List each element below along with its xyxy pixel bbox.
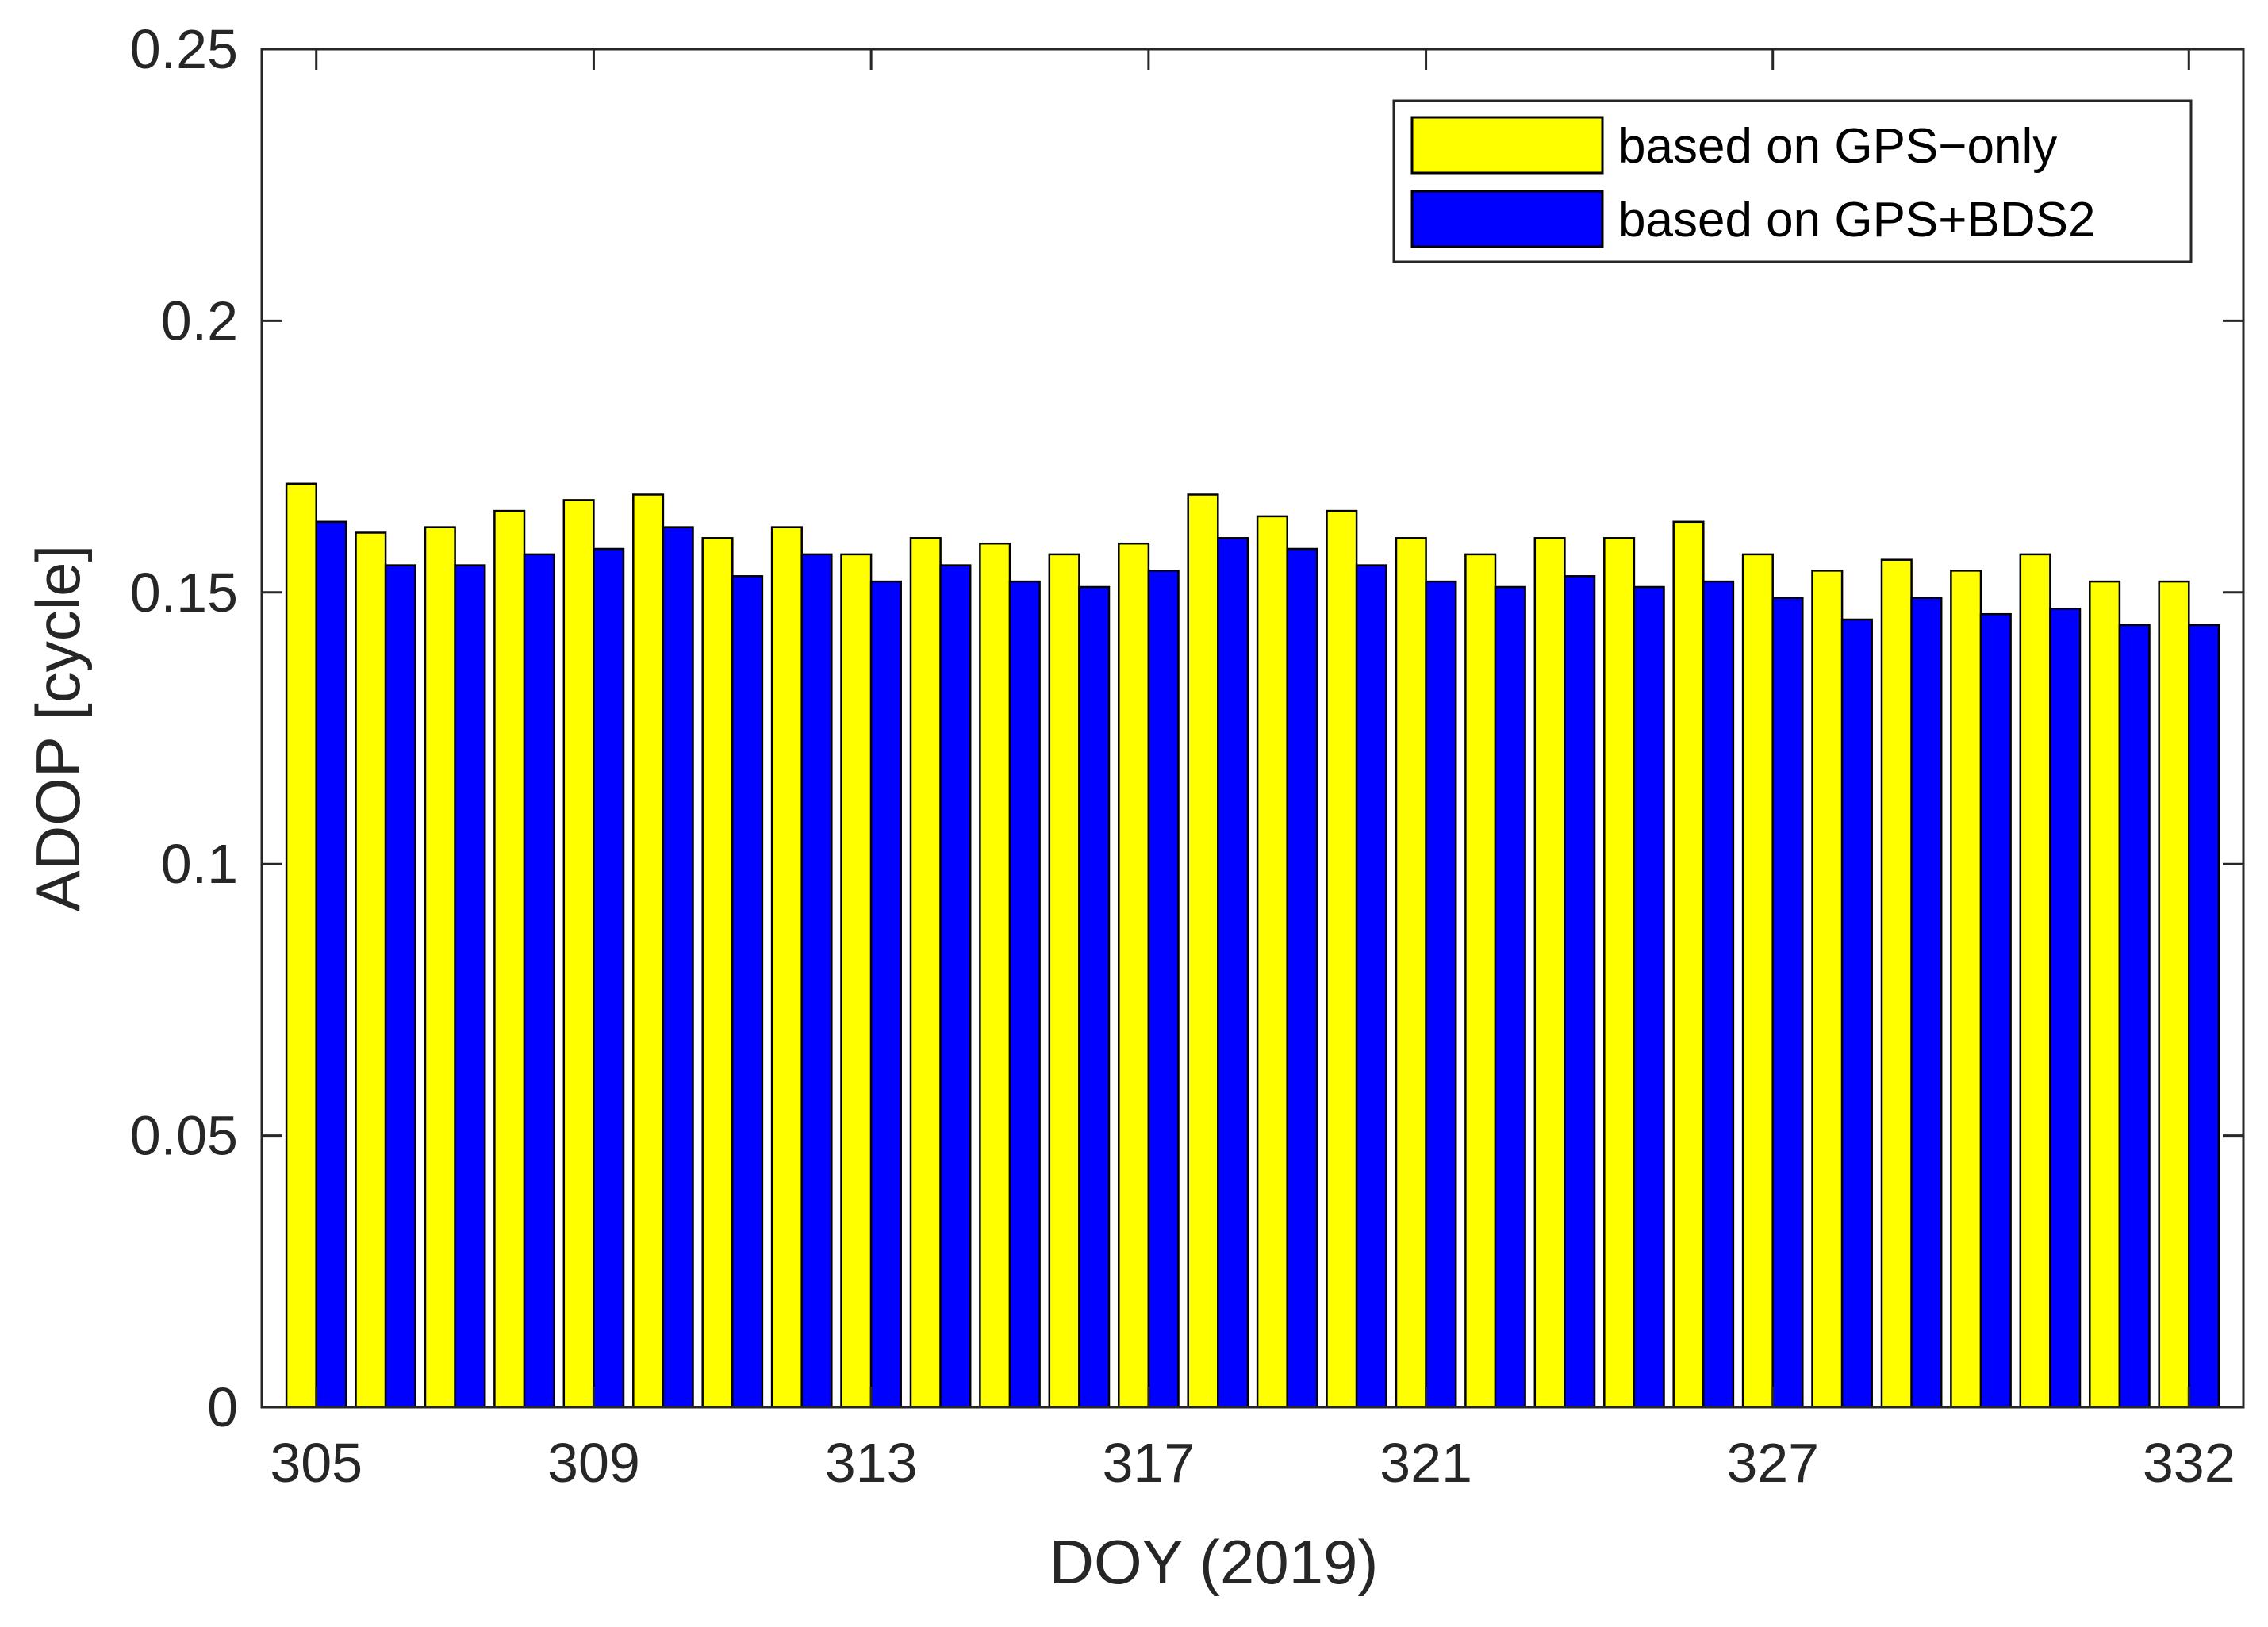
bar-gps-bds2-329 <box>1979 612 2012 1409</box>
bar-gps-only-305 <box>285 482 317 1409</box>
x-tick-label: 327 <box>1726 1432 1819 1494</box>
legend-swatch-gps-bds2 <box>1410 190 1604 248</box>
bar-gps-bds2-321 <box>1425 580 1457 1409</box>
y-tick-label: 0.2 <box>161 290 238 351</box>
bar-gps-only-322 <box>1464 553 1497 1409</box>
bar-gps-only-320 <box>1326 509 1358 1409</box>
y-tick-label: 0.15 <box>130 562 238 624</box>
y-tick-label: 0.1 <box>161 833 238 895</box>
y-tick-label: 0.05 <box>130 1105 238 1167</box>
bar-gps-bds2-323 <box>1564 575 1596 1409</box>
bar-gps-only-328 <box>1880 558 1913 1409</box>
x-tick-label: 309 <box>547 1432 640 1494</box>
bar-gps-bds2-318 <box>1217 537 1249 1409</box>
legend-label-gps-only: based on GPS−only <box>1618 119 2057 174</box>
bar-gps-only-327 <box>1811 570 1844 1409</box>
bar-gps-only-312 <box>770 526 803 1409</box>
bar-gps-only-315 <box>979 542 1011 1409</box>
bar-gps-bds2-320 <box>1355 564 1387 1409</box>
ticks-layer: 0 0.05 0.1 0.15 0.2 0.25 305 309 313 317 321 327 332 <box>130 18 2243 1494</box>
bar-gps-only-306 <box>355 531 387 1409</box>
bar-gps-only-316 <box>1048 553 1080 1409</box>
bar-gps-bds2-315 <box>1008 580 1041 1409</box>
bar-gps-only-325 <box>1672 520 1705 1409</box>
bar-gps-only-323 <box>1533 537 1566 1409</box>
bar-gps-only-310 <box>632 493 665 1409</box>
legend-swatch-gps-only <box>1410 116 1604 175</box>
bar-gps-bds2-324 <box>1633 585 1665 1409</box>
legend-label-gps-bds2: based on GPS+BDS2 <box>1618 193 2095 248</box>
y-tick-label: 0.25 <box>130 18 238 80</box>
x-tick-label: 321 <box>1380 1432 1472 1494</box>
bar-gps-only-321 <box>1395 537 1427 1409</box>
bar-gps-bds2-327 <box>1840 618 1873 1409</box>
bar-gps-bds2-309 <box>593 547 625 1409</box>
bar-gps-bds2-314 <box>939 564 972 1409</box>
bar-gps-bds2-306 <box>384 564 416 1409</box>
bar-gps-only-308 <box>493 509 526 1409</box>
bar-gps-only-314 <box>909 537 942 1409</box>
bar-gps-only-329 <box>1950 570 1982 1409</box>
bar-gps-only-313 <box>840 553 873 1409</box>
bar-gps-only-331 <box>2089 580 2121 1409</box>
plot-frame <box>260 48 2245 1409</box>
bar-gps-bds2-305 <box>315 520 347 1409</box>
bar-gps-bds2-322 <box>1494 585 1526 1409</box>
bars-layer <box>285 482 2220 1409</box>
x-tick-label: 317 <box>1102 1432 1195 1494</box>
bar-gps-only-317 <box>1118 542 1150 1409</box>
x-tick-label: 305 <box>270 1432 363 1494</box>
bar-gps-only-326 <box>1741 553 1774 1409</box>
bar-gps-bds2-332 <box>2188 624 2220 1409</box>
bar-gps-bds2-317 <box>1147 570 1180 1409</box>
bar-gps-only-311 <box>701 537 734 1409</box>
x-tick-label: 313 <box>825 1432 918 1494</box>
y-tick-label: 0 <box>207 1376 238 1438</box>
bar-gps-bds2-331 <box>2118 624 2151 1409</box>
bar-gps-bds2-313 <box>869 580 902 1409</box>
legend: based on GPS−only based on GPS+BDS2 <box>1392 99 2193 263</box>
bar-gps-bds2-326 <box>1771 597 1804 1409</box>
bar-gps-bds2-312 <box>800 553 833 1409</box>
bar-gps-only-330 <box>2019 553 2051 1409</box>
bar-gps-bds2-325 <box>1702 580 1735 1409</box>
bar-gps-bds2-328 <box>1910 597 1943 1409</box>
bar-gps-bds2-311 <box>731 575 764 1409</box>
bar-gps-only-307 <box>424 526 456 1409</box>
bar-gps-bds2-307 <box>454 564 486 1409</box>
bar-gps-only-319 <box>1256 515 1288 1409</box>
bar-gps-only-309 <box>562 499 595 1409</box>
x-tick-label: 332 <box>2143 1432 2235 1494</box>
y-axis-label: ADOP [cycle] <box>23 545 93 911</box>
bar-gps-bds2-310 <box>662 526 694 1409</box>
bar-gps-only-318 <box>1187 493 1219 1409</box>
bar-gps-bds2-308 <box>523 553 555 1409</box>
bar-gps-bds2-330 <box>2049 608 2082 1409</box>
x-axis-label: DOY (2019) <box>1050 1527 1379 1597</box>
bar-gps-only-324 <box>1603 537 1636 1409</box>
bar-gps-bds2-319 <box>1286 547 1318 1409</box>
bar-gps-only-332 <box>2158 580 2190 1409</box>
bar-gps-bds2-316 <box>1078 585 1111 1409</box>
